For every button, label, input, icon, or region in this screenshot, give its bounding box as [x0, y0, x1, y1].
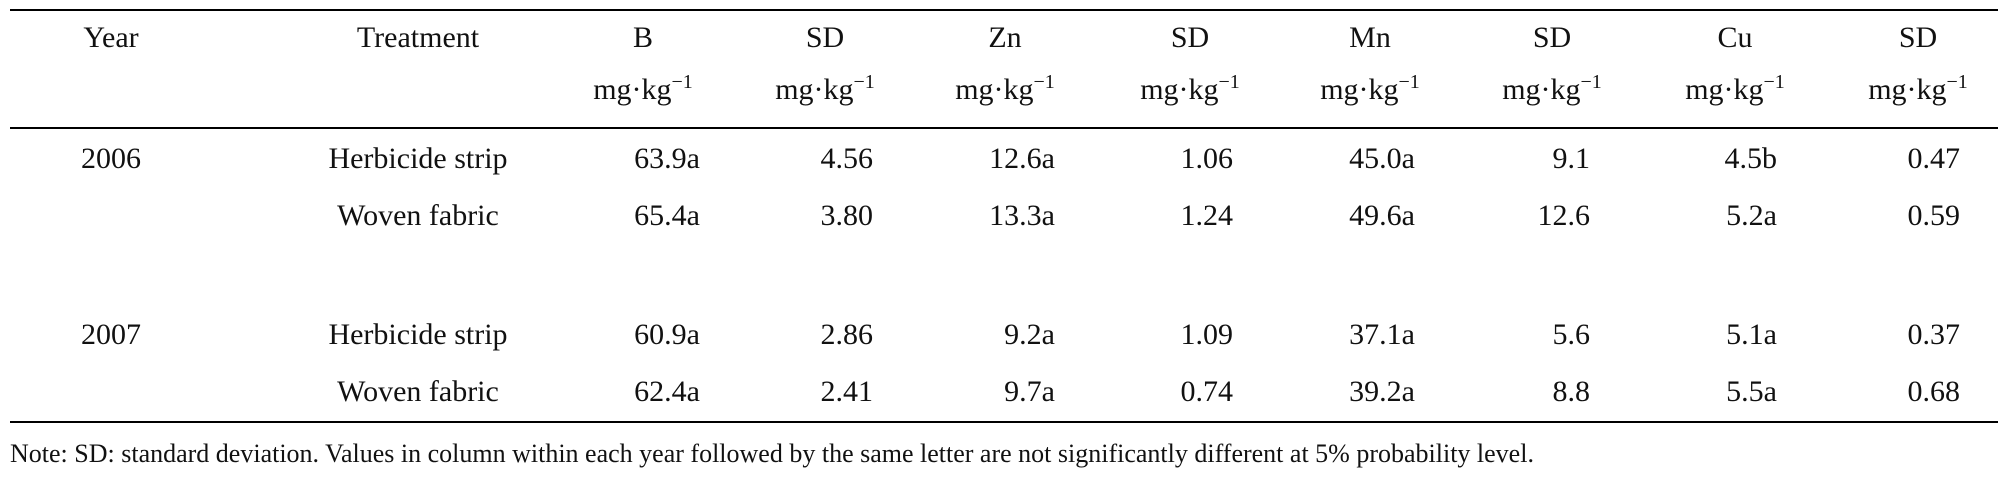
table-cell-b-sd: 3.80	[820, 199, 874, 232]
table-cell-mn: 49.6a	[1349, 199, 1415, 232]
unit-base: mg·kg	[1868, 73, 1947, 106]
unit-base: mg·kg	[1685, 73, 1764, 106]
table-cell-zn: 12.6a	[989, 142, 1055, 175]
table-cell-cu-sd: 0.47	[1907, 142, 1961, 175]
table-cell-cu: 5.5a	[1726, 375, 1777, 408]
unit-label-mn: mg·kg−1	[1320, 71, 1420, 110]
table-cell-b: 60.9a	[634, 318, 700, 351]
unit-exponent: −1	[1218, 71, 1240, 93]
table-cell-treatment: Herbicide strip	[328, 318, 508, 351]
column-header-zn: Zn	[988, 21, 1022, 54]
table-cell-mn-sd: 12.6	[1537, 199, 1591, 232]
unit-label-cu-sd: mg·kg−1	[1868, 71, 1968, 110]
table-cell-mn: 45.0a	[1349, 142, 1415, 175]
table-cell-zn: 9.2a	[1004, 318, 1055, 351]
unit-base: mg·kg	[955, 73, 1034, 106]
table-cell-mn-sd: 8.8	[1552, 375, 1591, 408]
unit-base: mg·kg	[1502, 73, 1581, 106]
unit-label-zn: mg·kg−1	[955, 71, 1055, 110]
table-cell-zn: 13.3a	[989, 199, 1055, 232]
table-cell-treatment: Herbicide strip	[328, 142, 508, 175]
unit-base: mg·kg	[775, 73, 854, 106]
unit-exponent: −1	[1398, 71, 1420, 93]
table-cell-zn: 9.7a	[1004, 375, 1055, 408]
table-cell-b: 63.9a	[634, 142, 700, 175]
table-cell-b: 62.4a	[634, 375, 700, 408]
unit-label-cu: mg·kg−1	[1685, 71, 1785, 110]
table-cell-zn-sd: 0.74	[1180, 375, 1234, 408]
table-cell-treatment: Woven fabric	[337, 199, 499, 232]
table-cell-treatment: Woven fabric	[337, 375, 499, 408]
column-header-b-sd: SD	[805, 21, 845, 54]
column-header-treatment: Treatment	[356, 21, 480, 54]
unit-exponent: −1	[671, 71, 693, 93]
unit-exponent: −1	[1580, 71, 1602, 93]
unit-label-b-sd: mg·kg−1	[775, 71, 875, 110]
table-cell-mn-sd: 5.6	[1552, 318, 1591, 351]
table-cell-b-sd: 2.86	[820, 318, 874, 351]
unit-base: mg·kg	[1140, 73, 1219, 106]
table-cell-zn-sd: 1.24	[1180, 199, 1234, 232]
table-cell-cu: 5.2a	[1726, 199, 1777, 232]
column-header-mn-sd: SD	[1532, 21, 1572, 54]
table-cell-cu-sd: 0.59	[1907, 199, 1961, 232]
table-bottom-rule	[10, 421, 1998, 423]
table-note: Note: SD: standard deviation. Values in …	[10, 439, 1534, 468]
unit-exponent: −1	[1033, 71, 1055, 93]
unit-exponent: −1	[1946, 71, 1968, 93]
unit-exponent: −1	[1763, 71, 1785, 93]
table-cell-b: 65.4a	[634, 199, 700, 232]
unit-label-zn-sd: mg·kg−1	[1140, 71, 1240, 110]
unit-base: mg·kg	[1320, 73, 1399, 106]
table-cell-cu: 4.5b	[1724, 142, 1778, 175]
table-cell-year: 2007	[81, 318, 141, 351]
table-cell-year: 2006	[81, 142, 141, 175]
unit-label-mn-sd: mg·kg−1	[1502, 71, 1602, 110]
table-top-rule	[10, 9, 1998, 11]
table-cell-b-sd: 4.56	[820, 142, 874, 175]
column-header-mn: Mn	[1349, 21, 1391, 54]
unit-base: mg·kg	[593, 73, 672, 106]
table-cell-mn: 37.1a	[1349, 318, 1415, 351]
table-cell-cu: 5.1a	[1726, 318, 1777, 351]
column-header-year: Year	[83, 21, 139, 54]
column-header-cu: Cu	[1717, 21, 1753, 54]
column-header-b: B	[632, 21, 654, 54]
column-header-cu-sd: SD	[1898, 21, 1938, 54]
column-header-zn-sd: SD	[1170, 21, 1210, 54]
table-cell-b-sd: 2.41	[820, 375, 874, 408]
table-cell-cu-sd: 0.37	[1907, 318, 1961, 351]
table-cell-zn-sd: 1.06	[1180, 142, 1234, 175]
table-cell-cu-sd: 0.68	[1907, 375, 1961, 408]
unit-label-b: mg·kg−1	[593, 71, 693, 110]
table-cell-zn-sd: 1.09	[1180, 318, 1234, 351]
unit-exponent: −1	[853, 71, 875, 93]
table-header-rule	[10, 127, 1998, 129]
table-cell-mn: 39.2a	[1349, 375, 1415, 408]
table-cell-mn-sd: 9.1	[1552, 142, 1591, 175]
